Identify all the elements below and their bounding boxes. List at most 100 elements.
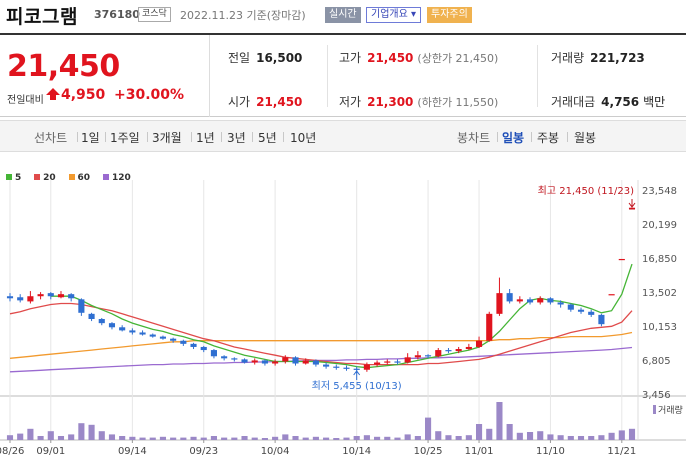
company-overview-dropdown[interactable]: 기업개요 ▾ <box>366 7 421 23</box>
x-tick-label: 09/01 <box>36 446 65 457</box>
candle-body <box>547 298 554 303</box>
candle-body <box>475 340 483 347</box>
candle-body <box>516 299 523 302</box>
candle-body <box>47 293 54 297</box>
candle-body <box>190 343 197 347</box>
y-tick-label: 13,502 <box>642 288 677 299</box>
x-tick-label: 10/14 <box>342 446 371 457</box>
candle <box>88 312 95 322</box>
candle <box>486 311 493 342</box>
candle-body <box>312 360 319 365</box>
volume-bar <box>170 437 177 440</box>
volume-bar <box>312 436 319 440</box>
candle-body <box>588 311 595 315</box>
volume-bar <box>384 436 391 440</box>
change-label: 전일대비 <box>7 95 44 106</box>
legend-ma20: 20 <box>34 173 56 183</box>
trade-amount-unit: 백만 <box>643 95 666 109</box>
high-annotation: 최고 21,450 (11/23) <box>538 185 634 197</box>
candle-body <box>98 319 105 324</box>
volume-bar <box>119 436 126 440</box>
low-value: 21,300 <box>367 95 414 109</box>
period-3y[interactable]: 3년 <box>227 131 246 145</box>
candle <box>200 345 207 353</box>
x-tick-label: 11/21 <box>607 446 636 457</box>
period-3m[interactable]: 3개월 <box>152 131 182 145</box>
realtime-button[interactable]: 실시간 <box>325 7 361 23</box>
current-price: 21,450 <box>7 49 120 84</box>
candle <box>251 358 258 365</box>
low-cell: 저가 21,300 (하한가 11,550) <box>339 93 498 110</box>
volume-bar <box>27 428 34 440</box>
candle <box>567 303 574 312</box>
low-annotation: 최저 5,455 (10/13) <box>312 380 402 392</box>
candle-body <box>435 350 442 357</box>
volume-bar <box>628 428 636 440</box>
candle-body <box>567 304 574 310</box>
period-1d[interactable]: 1일 <box>81 131 100 145</box>
ma20-line <box>9 302 633 366</box>
volume-bar <box>251 437 258 440</box>
volume-bar <box>414 436 421 440</box>
quote-panel: 21,450 전일대비 4,950 +30.00% 전일 16,500 고가 21,… <box>0 33 686 117</box>
volume-bar <box>537 431 544 440</box>
candle-weekly[interactable]: 주봉 <box>537 131 560 145</box>
candle <box>241 358 248 364</box>
candle <box>608 294 615 296</box>
candle <box>68 293 75 302</box>
candlestick-chart[interactable]: 08/26 09/01 09/14 09/23 10/04 10/14 10/25 11/01… <box>0 168 686 458</box>
candle-body <box>17 297 24 301</box>
prev-close-cell: 전일 16,500 <box>228 49 302 66</box>
title-row: 피코그램 376180 코스닥 2022.11.23 기준(장마감) 실시간 기… <box>0 0 686 30</box>
candle <box>57 291 65 299</box>
legend-ma60: 60 <box>68 173 90 183</box>
candle-body <box>414 355 421 358</box>
candle <box>108 322 116 330</box>
candle-daily[interactable]: 일봉 <box>502 131 525 145</box>
candle-body <box>231 358 238 360</box>
up-arrow-icon <box>46 88 60 100</box>
candle-body <box>404 357 411 363</box>
divider <box>191 132 192 142</box>
high-arrow-icon <box>628 199 636 210</box>
volume-bar <box>598 435 605 440</box>
volume-bar <box>6 435 14 440</box>
candle <box>557 300 564 308</box>
divider <box>252 132 253 142</box>
candle <box>312 359 319 367</box>
volume-bar <box>231 437 238 440</box>
period-5y[interactable]: 5년 <box>258 131 277 145</box>
volume-legend-swatch <box>653 405 656 414</box>
candle <box>577 307 585 314</box>
candle <box>506 288 513 304</box>
candle-body <box>557 302 564 305</box>
volume-bar <box>200 437 207 440</box>
volume-bar <box>159 436 167 440</box>
volume-bar <box>618 430 625 440</box>
candle <box>384 359 391 365</box>
x-tick-label: 10/04 <box>261 446 290 457</box>
volume-bar <box>516 432 523 440</box>
prev-close-label: 전일 <box>228 51 251 65</box>
legend-ma120-label: 120 <box>111 173 131 183</box>
high-label: 고가 <box>339 51 362 65</box>
candle-body <box>139 332 146 335</box>
candle-monthly[interactable]: 월봉 <box>574 131 597 145</box>
volume-bar <box>272 436 279 440</box>
candle-body <box>384 361 391 363</box>
volume-bar <box>78 423 85 440</box>
candle <box>27 291 34 304</box>
volume-bar <box>129 436 136 440</box>
period-1y[interactable]: 1년 <box>196 131 215 145</box>
volume-cell: 거래량 221,723 <box>551 49 645 66</box>
candle-body <box>537 298 544 303</box>
candle-body <box>506 293 513 302</box>
candle <box>221 355 228 361</box>
divider <box>567 132 568 142</box>
volume-bar <box>292 436 299 440</box>
candle-body <box>425 355 432 357</box>
volume-bar <box>547 434 554 440</box>
period-10y[interactable]: 10년 <box>290 131 317 145</box>
period-1w[interactable]: 1주일 <box>110 131 140 145</box>
candle <box>37 292 44 300</box>
